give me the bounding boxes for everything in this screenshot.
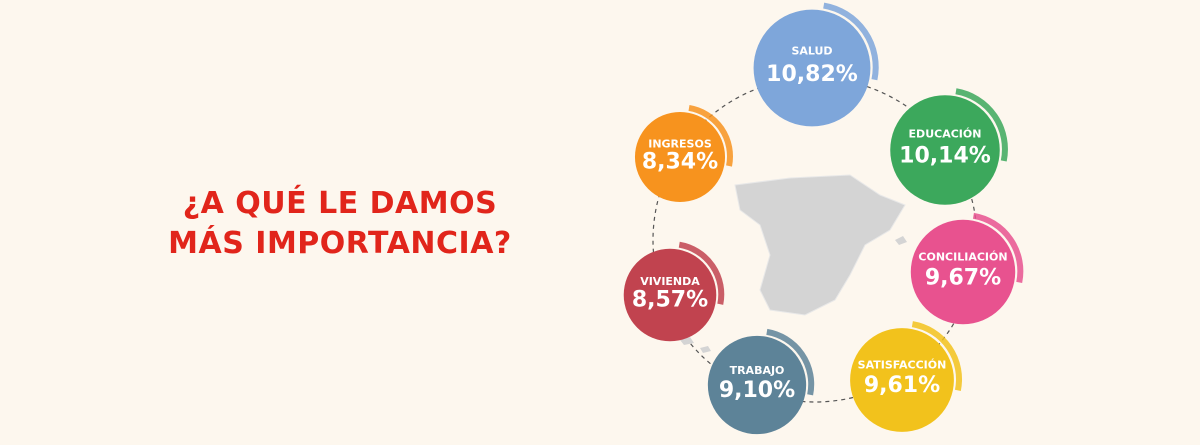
category-label: EDUCACIÓN [909, 128, 982, 141]
bubble-accent [766, 328, 815, 396]
map [734, 174, 906, 316]
bubble [707, 335, 807, 435]
bubble [850, 328, 954, 432]
category-label: CONCILIACIÓN [918, 250, 1007, 263]
bubble-accent [955, 88, 1008, 162]
value-label: 10,14% [899, 144, 991, 169]
category-label: VIVIENDA [640, 275, 700, 288]
category-label: SATISFACCIÓN [858, 358, 947, 371]
category-label: TRABAJO [730, 364, 785, 377]
value-label: 9,10% [719, 378, 795, 403]
bubble-accent [972, 212, 1024, 284]
value-label: 8,57% [632, 288, 708, 313]
value-label: 9,61% [864, 373, 940, 398]
bubble [890, 95, 1000, 205]
category-label: INGRESOS [648, 137, 712, 150]
bubble-accent [678, 241, 725, 305]
value-label: 9,67% [925, 265, 1001, 290]
bubble [753, 9, 871, 127]
bubble [623, 248, 717, 342]
bubble-accent [823, 2, 879, 81]
bubble [910, 219, 1016, 325]
bubble-accent [688, 105, 733, 167]
value-label: 10,82% [766, 62, 858, 87]
bubble-accent [911, 321, 963, 391]
value-label: 8,34% [642, 149, 718, 174]
category-label: SALUD [791, 45, 832, 58]
bubble [634, 111, 726, 203]
title: ¿A QUÉ LE DAMOS MÁS IMPORTANCIA? [168, 186, 512, 261]
